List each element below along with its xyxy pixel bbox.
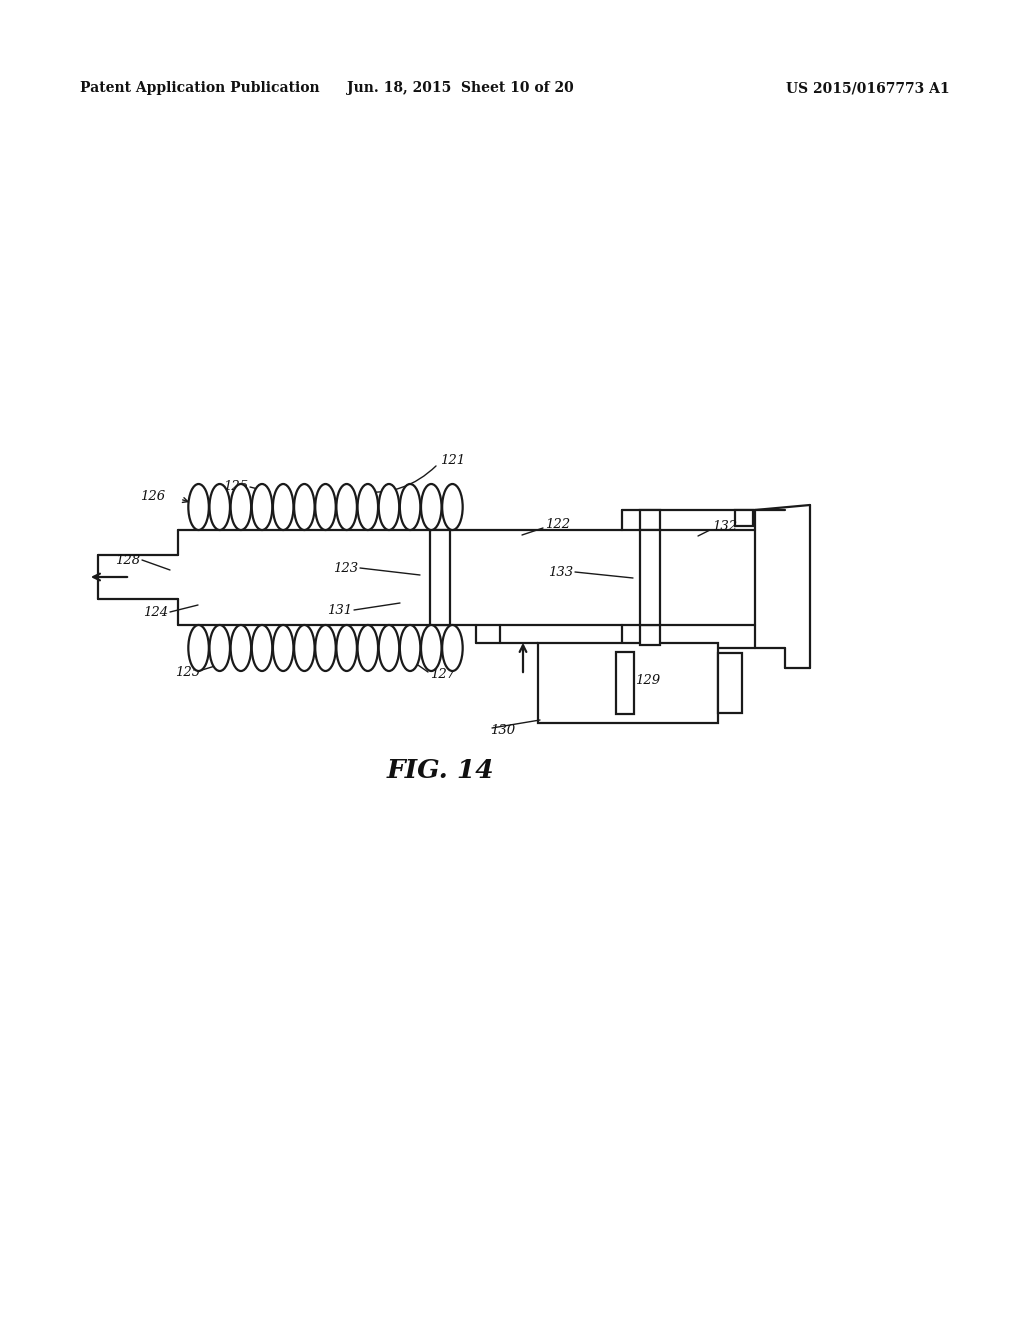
Ellipse shape [210,484,230,531]
Ellipse shape [337,624,357,671]
Ellipse shape [357,484,378,531]
Ellipse shape [379,624,399,671]
Ellipse shape [315,624,336,671]
Text: 128: 128 [115,553,140,566]
Text: 123: 123 [333,561,358,574]
Ellipse shape [294,484,314,531]
Ellipse shape [337,484,357,531]
Text: 126: 126 [140,490,165,503]
Text: 124: 124 [143,606,168,619]
Text: FIG. 14: FIG. 14 [386,758,494,783]
Text: 121: 121 [440,454,465,466]
Ellipse shape [188,484,209,531]
Ellipse shape [188,624,209,671]
Ellipse shape [421,484,441,531]
Ellipse shape [252,624,272,671]
Text: US 2015/0167773 A1: US 2015/0167773 A1 [786,81,950,95]
Bar [640,624,660,645]
Ellipse shape [230,624,251,671]
Text: Patent Application Publication: Patent Application Publication [80,81,319,95]
Text: 122: 122 [545,519,570,532]
Bar [718,653,742,713]
Text: 130: 130 [490,723,515,737]
Text: 133: 133 [548,565,573,578]
Bar [538,643,718,723]
Ellipse shape [379,484,399,531]
Ellipse shape [315,484,336,531]
Bar [430,531,450,624]
Ellipse shape [210,624,230,671]
Bar [430,508,450,531]
Bar [616,652,634,714]
Ellipse shape [442,624,463,671]
Bar [640,510,660,531]
Text: 132: 132 [712,520,737,532]
Ellipse shape [421,624,441,671]
Ellipse shape [273,624,294,671]
Bar [430,624,450,647]
Ellipse shape [399,624,421,671]
Bar [640,531,660,624]
Text: 125: 125 [175,665,200,678]
Ellipse shape [273,484,294,531]
Bar [735,510,753,525]
Ellipse shape [294,624,314,671]
Text: 129: 129 [635,673,660,686]
Ellipse shape [252,484,272,531]
Text: Jun. 18, 2015  Sheet 10 of 20: Jun. 18, 2015 Sheet 10 of 20 [347,81,573,95]
Text: 127: 127 [430,668,455,681]
Text: 131: 131 [327,603,352,616]
Text: 125: 125 [223,480,248,494]
Ellipse shape [399,484,421,531]
Ellipse shape [357,624,378,671]
Ellipse shape [442,484,463,531]
Ellipse shape [230,484,251,531]
